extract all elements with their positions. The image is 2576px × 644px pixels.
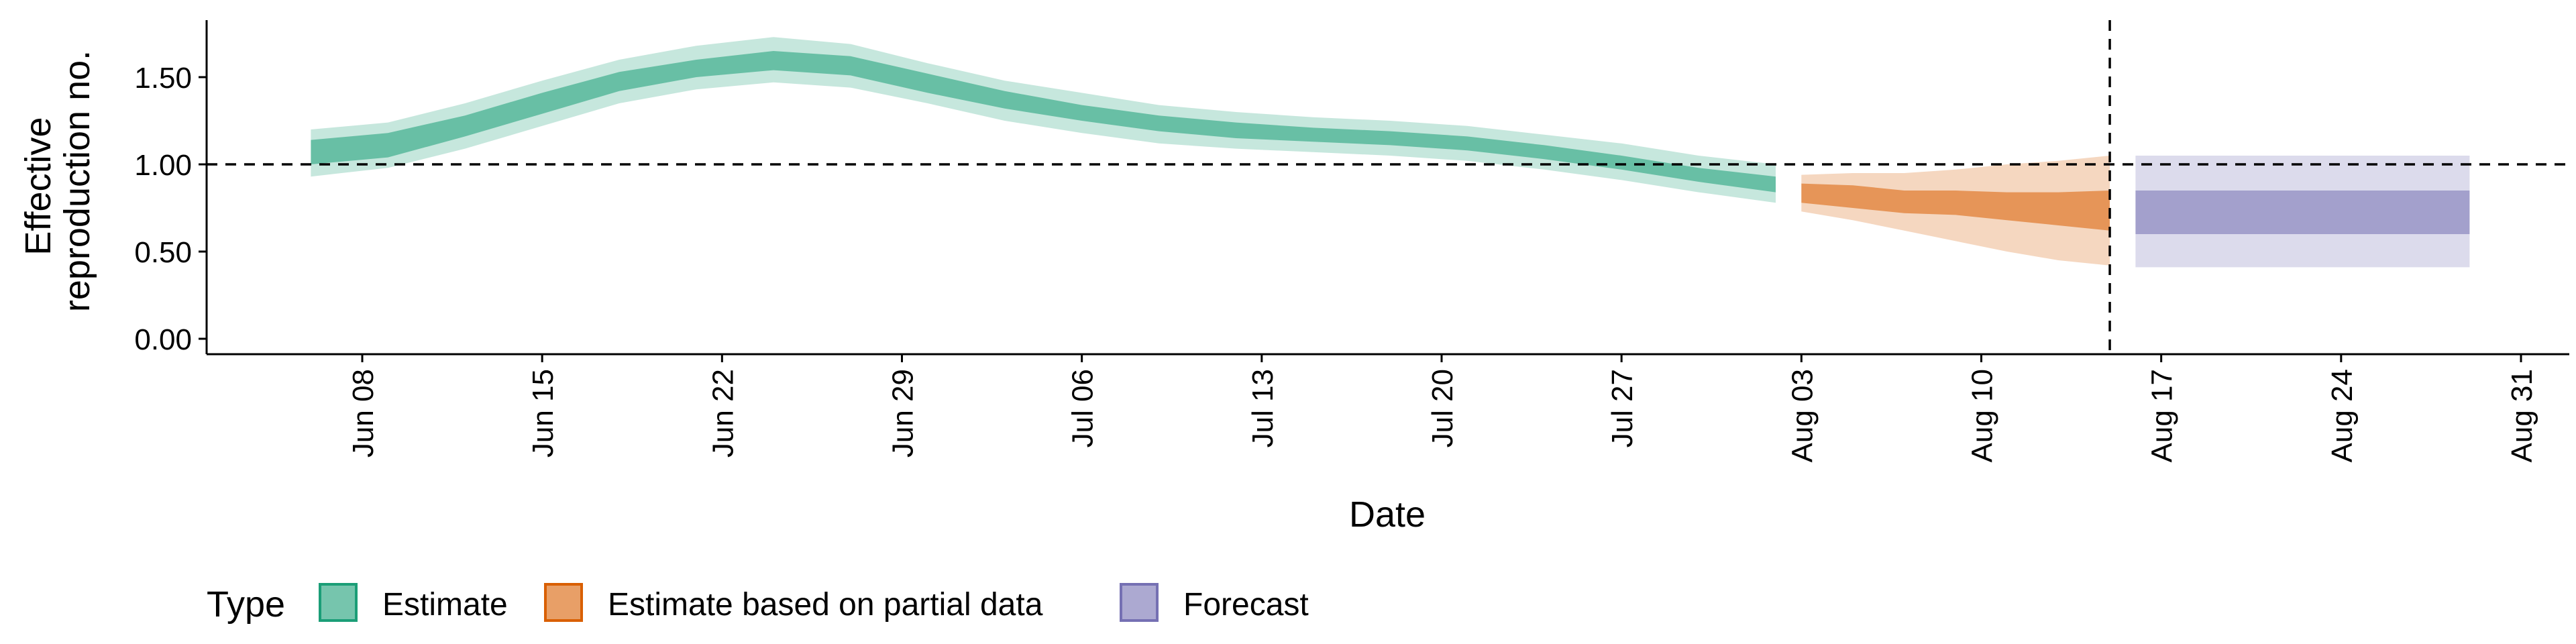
x-tick-label: Aug 24 bbox=[2326, 369, 2359, 462]
y-tick-label: 0.00 bbox=[134, 323, 192, 356]
y-axis-title-line-1: Effective bbox=[18, 117, 58, 255]
x-tick-label: Jul 13 bbox=[1246, 369, 1279, 447]
y-axis-title: Effective reproduction no. bbox=[18, 50, 97, 312]
legend-key-swatch bbox=[544, 583, 583, 622]
legend-entry-label: Estimate based on partial data bbox=[608, 587, 1043, 623]
x-tick-label: Jul 06 bbox=[1067, 369, 1099, 447]
x-tick-label: Aug 03 bbox=[1786, 369, 1819, 462]
x-tick-label: Jun 15 bbox=[527, 369, 559, 458]
x-tick-label: Aug 17 bbox=[2146, 369, 2179, 462]
x-tick-label: Jun 29 bbox=[887, 369, 920, 458]
x-tick-label: Aug 10 bbox=[1966, 369, 1999, 462]
x-tick-label: Jun 22 bbox=[706, 369, 739, 458]
legend-key-swatch bbox=[1120, 583, 1159, 622]
y-ticks: 0.00 0.50 1.00 1.50 bbox=[134, 62, 207, 356]
x-ticks: Jun 08 Jun 15 Jun 22 Jun 29 Jul 06 Jul 13 Jul … bbox=[347, 354, 2538, 462]
y-tick-label: 1.00 bbox=[134, 149, 192, 182]
y-tick-label: 1.50 bbox=[134, 62, 192, 95]
x-axis-title: Date bbox=[1349, 494, 1426, 535]
forecast-inner-band bbox=[2135, 191, 2470, 234]
x-tick-label: Jul 20 bbox=[1426, 369, 1459, 447]
y-axis-title-line-2: reproduction no. bbox=[57, 50, 97, 312]
x-tick-label: Jun 08 bbox=[347, 369, 380, 458]
x-tick-label: Aug 31 bbox=[2506, 369, 2538, 462]
legend-key-swatch bbox=[319, 583, 358, 622]
y-tick-label: 0.50 bbox=[134, 236, 192, 269]
legend-title: Type bbox=[207, 584, 285, 625]
estimate-based-on-partial-data-inner-band bbox=[1801, 183, 2110, 231]
axes bbox=[205, 20, 2569, 356]
legend: Type Estimate Estimate based on partial d… bbox=[207, 582, 1309, 625]
legend-entry-label: Forecast bbox=[1183, 587, 1309, 623]
series-bands bbox=[311, 37, 2470, 268]
estimate-outer-band bbox=[311, 37, 1776, 203]
x-tick-label: Jul 27 bbox=[1606, 369, 1639, 447]
legend-entry-label: Estimate bbox=[382, 587, 508, 623]
